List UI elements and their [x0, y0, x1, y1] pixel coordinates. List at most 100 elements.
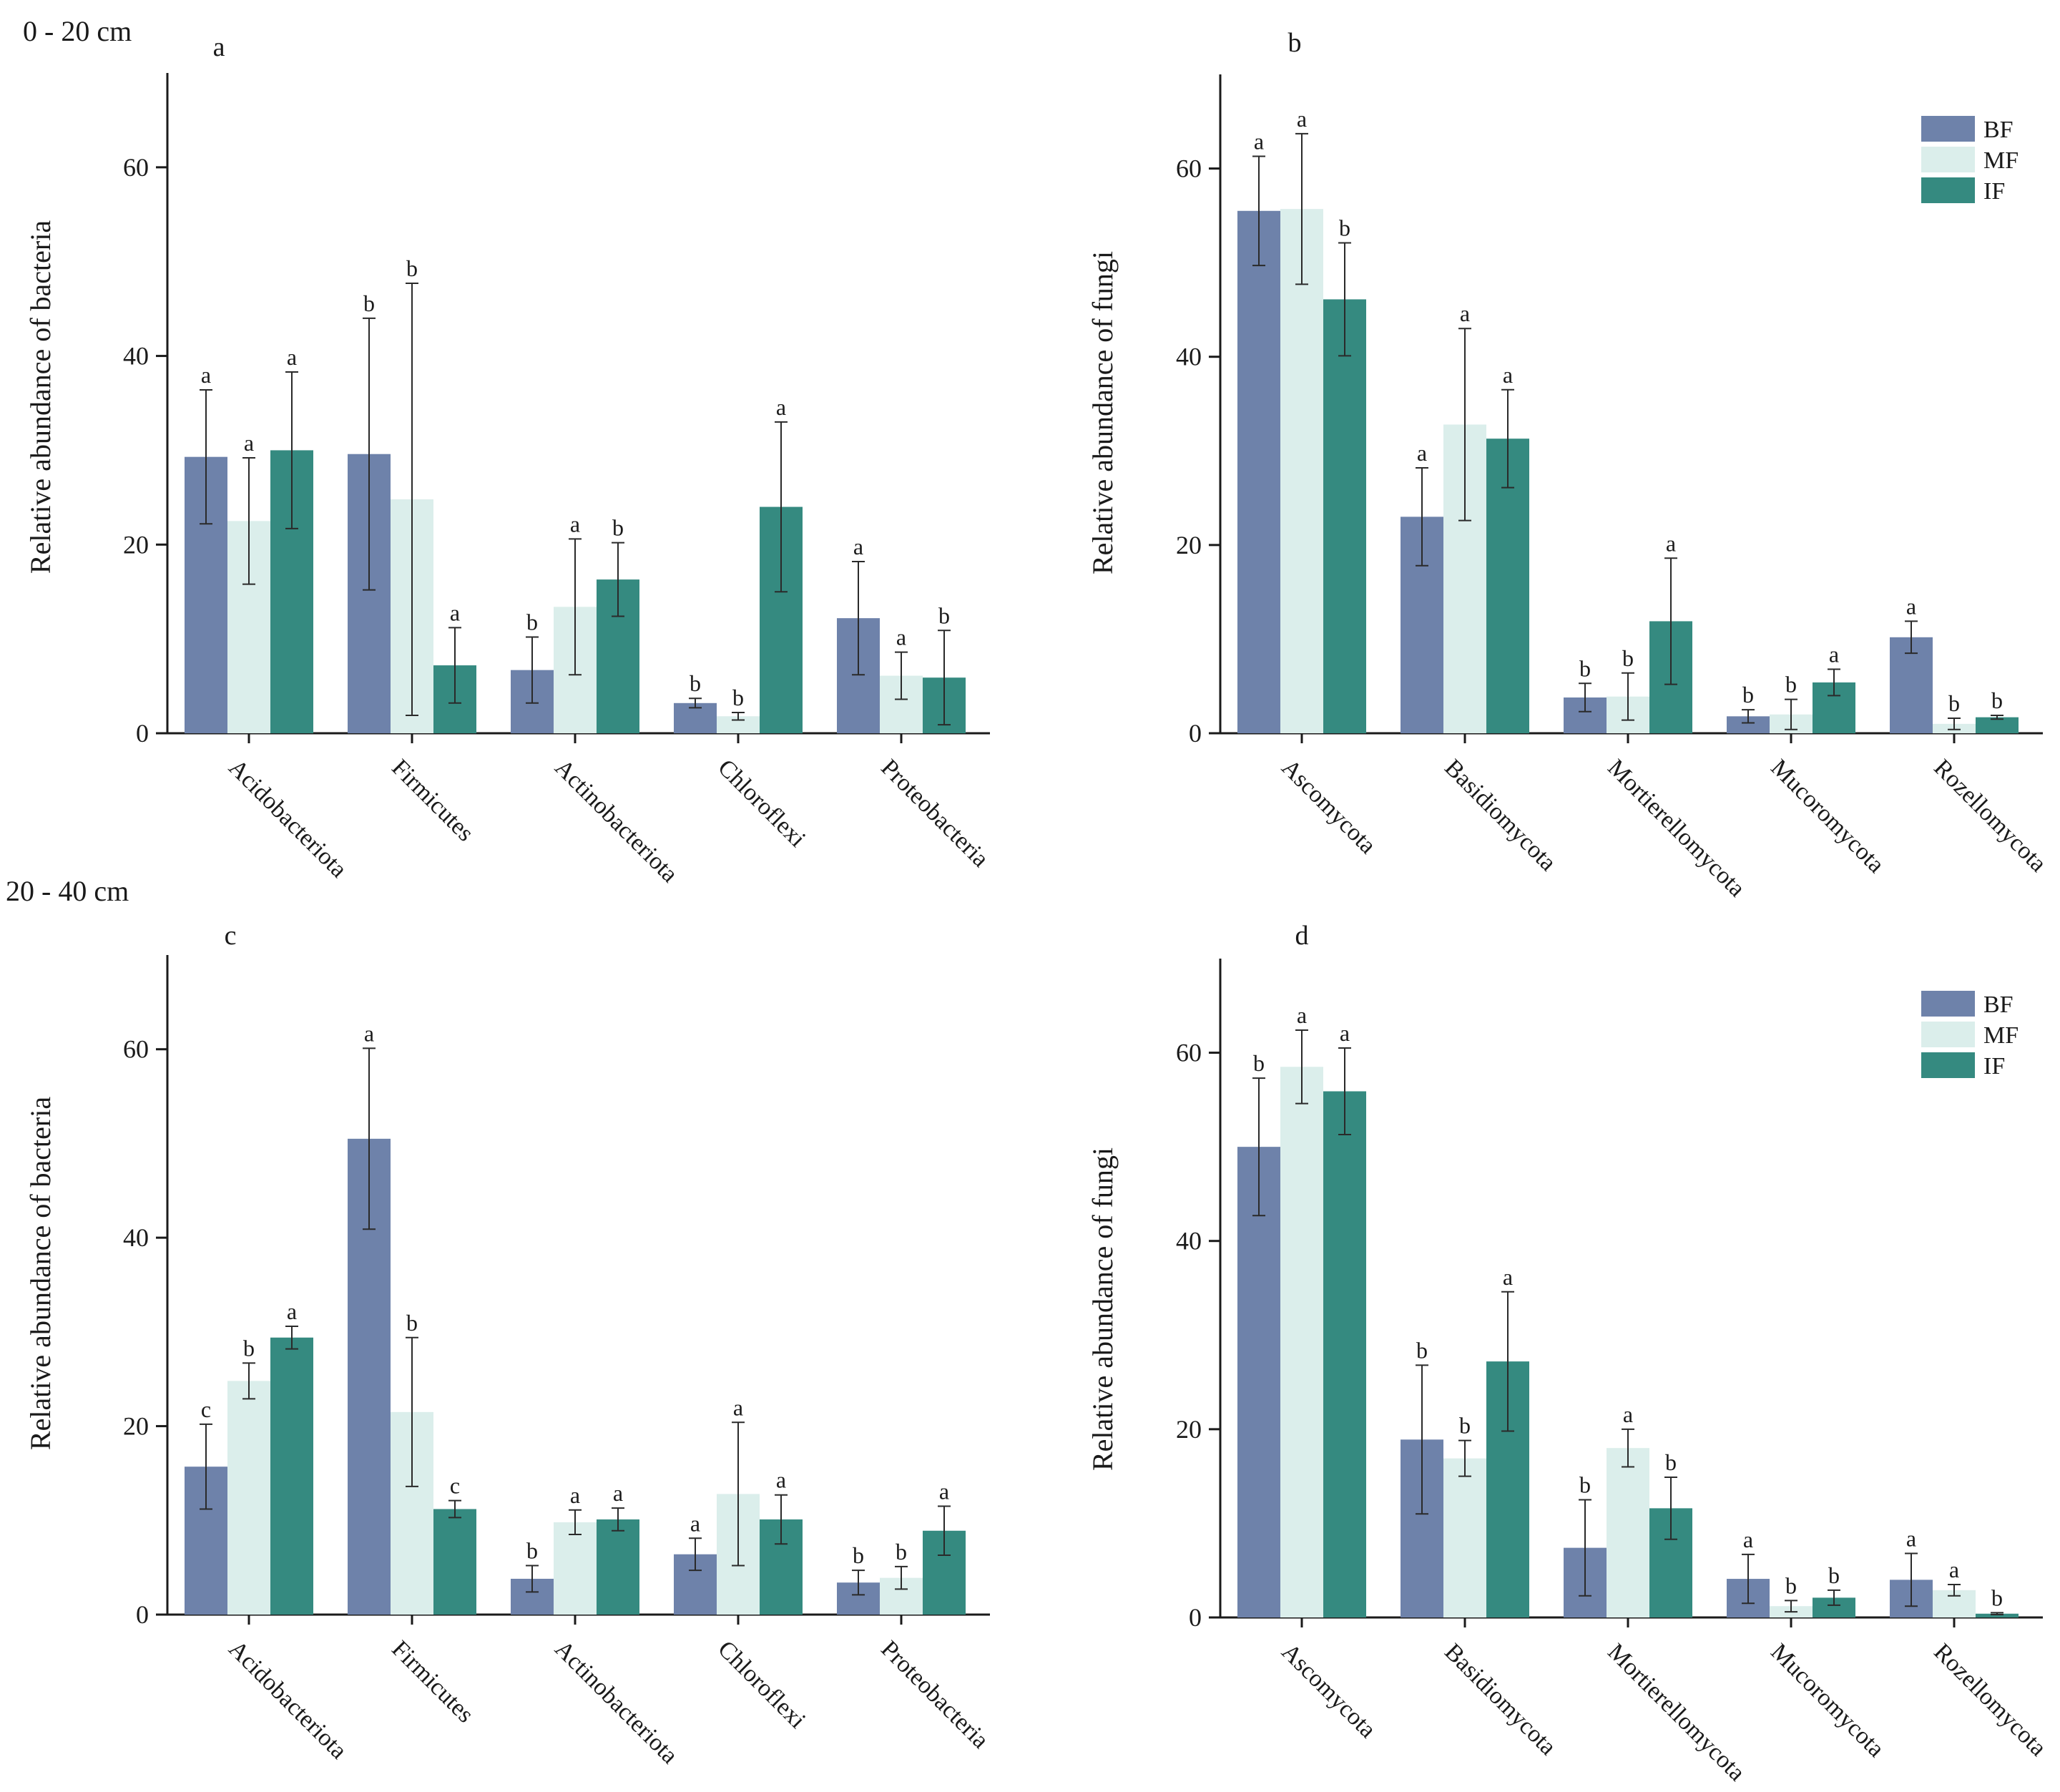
bar-BF-Mucoromycota: [1727, 716, 1770, 733]
y-tick-label: 40: [1176, 343, 1202, 371]
bar-MF-Mortierellomycota: [1607, 1448, 1649, 1617]
significance-letter: a: [1254, 128, 1264, 154]
significance-letter: b: [1991, 1585, 2003, 1610]
significance-letter: b: [732, 685, 744, 710]
bar-MF-Acidobacteriota: [227, 1381, 270, 1615]
significance-letter: b: [526, 1538, 538, 1564]
significance-letter: a: [201, 362, 211, 388]
x-tick-label: Acidobacteriota: [223, 1635, 352, 1764]
y-tick-label: 40: [1176, 1227, 1202, 1255]
bar-IF-Ascomycota: [1323, 299, 1366, 734]
significance-letter: b: [363, 290, 375, 316]
x-tick-label: Chloroflexi: [712, 1635, 810, 1733]
significance-letter: a: [1906, 1526, 1916, 1552]
bar-IF-Firmicutes: [433, 1509, 476, 1615]
y-tick-label: 60: [123, 153, 149, 182]
legend-label-IF: IF: [1983, 178, 2005, 205]
x-tick-label: Basidiomycota: [1439, 754, 1561, 876]
panel-label-c: c: [225, 921, 237, 951]
y-axis-title: Relative abundance of bacteria: [24, 1097, 57, 1450]
legend-swatch-MF: [1921, 1022, 1975, 1047]
significance-letter: b: [1579, 1472, 1591, 1498]
y-tick-label: 0: [1189, 719, 1202, 748]
significance-letter: a: [853, 534, 863, 559]
panel-label-b: b: [1288, 28, 1302, 58]
x-tick-label: Mortierellomycota: [1602, 1638, 1750, 1786]
x-tick-label: Mucoromycota: [1765, 1638, 1889, 1762]
panel-label-a: a: [213, 32, 225, 62]
bar-IF-Rozellomycota: [1976, 1613, 2019, 1617]
significance-letter: b: [1579, 655, 1591, 681]
significance-letter: c: [201, 1396, 211, 1422]
significance-letter: b: [1742, 682, 1754, 708]
legend-swatch-IF: [1921, 177, 1975, 203]
significance-letter: a: [1503, 1264, 1513, 1290]
significance-letter: b: [526, 609, 538, 635]
significance-letter: a: [939, 1479, 949, 1504]
significance-letter: b: [1785, 1572, 1797, 1598]
significance-letter: b: [1459, 1413, 1471, 1439]
significance-letter: a: [776, 394, 786, 420]
x-tick-label: Actinobacteriota: [549, 754, 682, 887]
significance-letter: a: [287, 344, 297, 370]
significance-letter: b: [1785, 672, 1797, 697]
x-tick-label: Proteobacteria: [876, 1635, 994, 1753]
significance-letter: a: [1829, 642, 1839, 667]
x-tick-label: Acidobacteriota: [223, 754, 352, 883]
x-tick-label: Rozellomycota: [1928, 754, 2051, 877]
x-tick-label: Ascomycota: [1276, 754, 1380, 858]
chart-panel-b: b Relative abundance of fungi 0 20 40 60 a a b As…: [1087, 28, 2051, 902]
depth-label-bottom: 20 - 40 cm: [6, 875, 129, 907]
significance-letter: b: [896, 1539, 907, 1565]
x-tick-label: Ascomycota: [1276, 1638, 1380, 1743]
significance-letter: b: [1665, 1449, 1677, 1475]
significance-letter: a: [1743, 1527, 1753, 1552]
y-tick-label: 60: [123, 1035, 149, 1064]
bar-BF-Ascomycota: [1237, 1147, 1280, 1617]
significance-letter: c: [450, 1473, 460, 1499]
y-tick-label: 0: [1189, 1603, 1202, 1632]
legend-label-BF: BF: [1983, 992, 2014, 1018]
significance-letter: a: [896, 625, 906, 650]
significance-letter: b: [1828, 1562, 1840, 1588]
x-tick-label: Firmicutes: [386, 1635, 479, 1728]
legend-label-IF: IF: [1983, 1053, 2005, 1079]
depth-label-top: 0 - 20 cm: [23, 15, 132, 47]
significance-letter: b: [938, 602, 950, 628]
bar-IF-Actinobacteriota: [597, 1519, 639, 1615]
significance-letter: b: [853, 1542, 864, 1568]
significance-letter: b: [1622, 645, 1634, 671]
bar-IF-Acidobacteriota: [270, 1337, 313, 1615]
significance-letter: a: [1340, 1020, 1350, 1046]
x-tick-label: Actinobacteriota: [549, 1635, 682, 1768]
significance-letter: a: [1460, 300, 1470, 326]
y-tick-label: 20: [123, 1412, 149, 1441]
legend-label-BF: BF: [1983, 117, 2014, 143]
x-tick-label: Proteobacteria: [876, 754, 994, 872]
y-tick-label: 40: [123, 342, 149, 371]
significance-letter: a: [570, 1482, 580, 1508]
bar-MF-Chloroflexi: [717, 716, 760, 733]
significance-letter: b: [243, 1335, 255, 1361]
significance-letter: a: [364, 1020, 374, 1046]
significance-letter: a: [776, 1467, 786, 1493]
significance-letter: a: [1906, 593, 1916, 619]
significance-letter: b: [612, 515, 624, 541]
chart-panel-a: a Relative abundance of bacteria 0 20 40 60 a a…: [24, 32, 994, 888]
significance-letter: a: [1623, 1401, 1633, 1427]
significance-letter: a: [1666, 530, 1676, 556]
significance-letter: b: [1948, 690, 1960, 716]
legend-swatch-BF: [1921, 116, 1975, 142]
significance-letter: a: [244, 430, 254, 456]
significance-letter: a: [570, 511, 580, 537]
y-tick-label: 20: [1176, 1415, 1202, 1444]
legend-swatch-BF: [1921, 991, 1975, 1017]
significance-letter: a: [1503, 362, 1513, 388]
y-tick-label: 20: [1176, 531, 1202, 559]
significance-letter: a: [450, 599, 460, 625]
y-tick-label: 0: [136, 719, 149, 748]
significance-letter: b: [1253, 1050, 1265, 1076]
x-tick-label: Firmicutes: [386, 754, 479, 846]
legend-label-MF: MF: [1983, 147, 2019, 174]
y-tick-label: 0: [136, 1600, 149, 1629]
